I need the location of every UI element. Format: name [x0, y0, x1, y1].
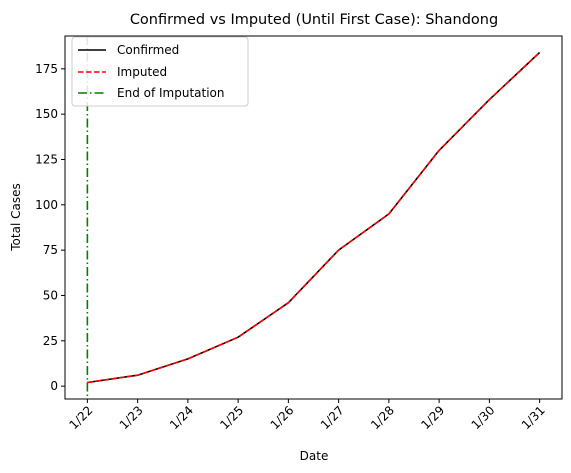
y-tick-label-50: 50 — [43, 288, 58, 302]
y-tick-label-75: 75 — [43, 243, 58, 257]
legend-label-confirmed: Confirmed — [117, 43, 179, 57]
legend-label-imputed: Imputed — [117, 65, 167, 79]
plot-area: 0 25 50 75 100 125 150 175 1/22 1/23 1/24 1/25 1/26 1… — [35, 36, 548, 432]
x-tick-label-1-31: 1/31 — [519, 403, 548, 432]
x-tick-label-1-30: 1/30 — [469, 403, 498, 432]
x-tick-label-1-22: 1/22 — [67, 403, 96, 432]
series-line-imputed — [87, 51, 541, 384]
legend-box — [71, 36, 249, 107]
y-tick-label-25: 25 — [43, 334, 58, 348]
y-tick-label-175: 175 — [35, 62, 58, 76]
y-axis-title: Total Cases — [9, 183, 23, 251]
x-tick-label-1-24: 1/24 — [167, 403, 196, 432]
y-tick-label-150: 150 — [35, 107, 58, 121]
legend-label-end-of-imputation: End of Imputation — [117, 86, 225, 100]
x-axis-title: Date — [300, 449, 329, 463]
x-tick-label-1-23: 1/23 — [117, 403, 146, 432]
x-tick-label-1-25: 1/25 — [217, 403, 246, 432]
x-tick-label-1-28: 1/28 — [368, 403, 397, 432]
chart-title: Confirmed vs Imputed (Until First Case):… — [130, 12, 498, 28]
x-tick-label-1-29: 1/29 — [418, 403, 447, 432]
x-tick-label-1-26: 1/26 — [268, 403, 297, 432]
legend: Confirmed Imputed End of Imputation — [71, 36, 249, 107]
y-tick-label-0: 0 — [50, 379, 58, 393]
x-tick-label-1-27: 1/27 — [318, 403, 347, 432]
y-tick-label-125: 125 — [35, 152, 58, 166]
y-tick-label-100: 100 — [35, 198, 58, 212]
plot-frame — [64, 35, 563, 400]
